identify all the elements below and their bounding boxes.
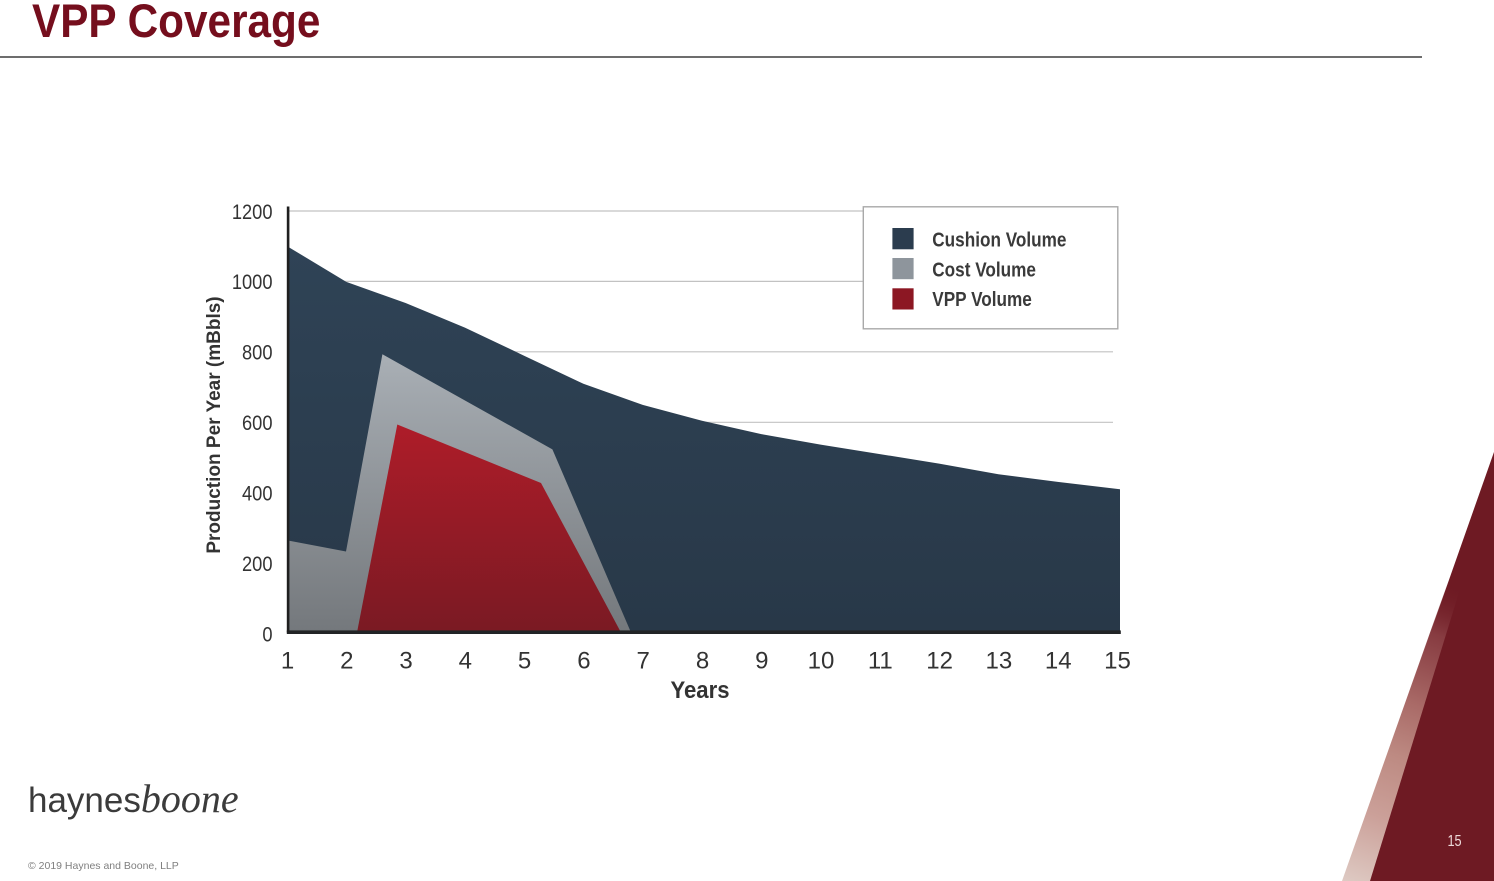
svg-text:7: 7	[637, 648, 650, 675]
svg-text:Years: Years	[670, 676, 729, 703]
svg-text:5: 5	[518, 648, 531, 675]
svg-text:200: 200	[242, 553, 272, 577]
svg-text:800: 800	[242, 341, 272, 365]
svg-text:400: 400	[242, 482, 272, 506]
svg-text:9: 9	[755, 648, 768, 675]
svg-text:12: 12	[926, 648, 953, 675]
svg-text:11: 11	[868, 648, 893, 675]
svg-text:4: 4	[459, 648, 472, 675]
svg-text:14: 14	[1045, 648, 1072, 675]
svg-text:Cost Volume: Cost Volume	[932, 259, 1036, 282]
svg-text:15: 15	[1104, 648, 1131, 675]
svg-text:13: 13	[986, 648, 1013, 675]
svg-text:1: 1	[281, 648, 294, 675]
svg-text:10: 10	[808, 648, 835, 675]
svg-text:1000: 1000	[232, 271, 273, 295]
svg-text:3: 3	[399, 648, 412, 675]
svg-text:600: 600	[242, 412, 272, 436]
svg-text:1200: 1200	[232, 200, 273, 224]
svg-text:0: 0	[262, 623, 272, 647]
svg-text:2: 2	[340, 648, 353, 675]
svg-text:VPP Volume: VPP Volume	[932, 289, 1032, 312]
svg-text:Cushion Volume: Cushion Volume	[932, 229, 1066, 252]
svg-text:Production Per Year (mBbls): Production Per Year (mBbls)	[204, 296, 225, 553]
svg-text:8: 8	[696, 648, 709, 675]
svg-text:6: 6	[577, 648, 590, 675]
svg-text:15: 15	[1448, 833, 1462, 850]
